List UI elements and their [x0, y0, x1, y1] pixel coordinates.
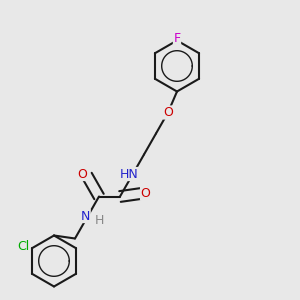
Text: O: O [78, 167, 87, 181]
Text: HN: HN [120, 167, 138, 181]
Text: H: H [94, 214, 104, 227]
Text: F: F [173, 32, 181, 46]
Text: N: N [81, 209, 90, 223]
Text: Cl: Cl [17, 240, 29, 253]
Text: O: O [163, 106, 173, 119]
Text: O: O [141, 187, 150, 200]
